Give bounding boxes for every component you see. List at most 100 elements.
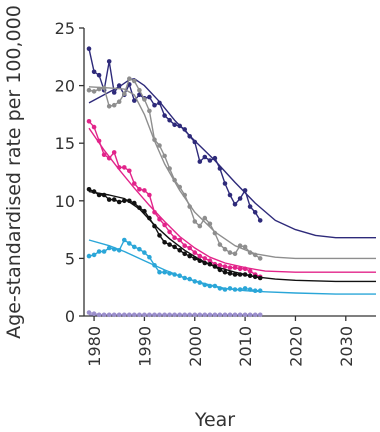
data-point [202,256,208,261]
data-point [116,99,122,104]
data-point [122,237,127,243]
data-point [132,200,137,206]
data-point [152,263,157,268]
data-point [132,98,137,103]
data-point [116,312,122,318]
observed-line [88,48,261,221]
data-point [147,108,152,114]
data-point [137,312,142,318]
y-tick-label: 10 [55,192,75,211]
data-point [187,276,192,282]
data-point [122,198,127,204]
x-tick-label: 2020 [286,326,305,367]
data-point [182,243,187,248]
data-point [247,204,253,209]
data-point [162,269,167,275]
data-point [207,258,213,264]
data-point [157,312,162,318]
x-tick-label: 1980 [85,326,104,367]
data-point [187,312,192,318]
data-point [207,283,213,289]
data-point [197,253,203,259]
data-point [152,223,157,229]
data-point [142,208,147,214]
data-point [187,253,192,259]
data-point [172,272,177,277]
data-point [237,312,243,318]
y-tick-label: 20 [55,77,75,96]
data-point [242,188,248,193]
data-point [142,312,147,318]
data-point [247,250,253,255]
data-point [167,242,172,247]
data-point [227,312,233,318]
data-point [96,312,102,318]
data-point [157,216,162,222]
data-point [227,286,233,291]
data-point [96,192,102,198]
data-point [101,192,107,198]
data-point [197,159,203,164]
data-point [152,137,157,142]
data-point [91,124,97,130]
data-point [172,312,177,318]
series-3 [86,187,376,283]
data-point [91,89,97,94]
data-point [86,310,92,315]
y-tick-label: 25 [55,19,75,38]
data-point [167,117,172,123]
data-point [237,266,243,272]
data-point [232,287,238,292]
data-point [137,187,142,192]
data-point [91,189,97,194]
data-point [212,155,218,161]
y-tick-label: 5 [65,249,75,268]
data-point [167,312,172,318]
data-point [182,192,187,198]
data-point [232,312,238,318]
data-point [182,251,187,257]
data-point [207,261,213,267]
data-point [227,250,233,255]
data-point [157,100,162,106]
data-point [197,223,203,229]
data-point [242,272,248,277]
data-point [252,288,258,294]
data-point [152,210,157,215]
data-point [106,59,112,64]
data-point [122,312,127,318]
data-point [187,204,192,209]
data-point [212,264,218,269]
data-point [242,312,248,318]
data-point [106,155,112,161]
y-axis-title: Age-standardised rate per 100,000 [3,5,25,339]
data-point [122,165,127,170]
data-point [257,288,263,294]
data-point [116,199,122,205]
data-point [237,196,243,201]
data-point [242,266,248,272]
data-point [192,279,198,284]
data-point [111,150,117,155]
data-point [197,280,203,285]
series-1 [86,76,376,261]
data-point [232,202,238,207]
y-axis-ticks: 0 5 10 15 20 25 [55,19,84,326]
data-point [192,250,198,255]
data-point [257,275,263,281]
data-point [96,138,102,144]
series-0 [86,46,376,239]
data-point [222,181,228,186]
data-point [111,246,117,252]
data-point [127,241,132,246]
data-point [167,166,172,171]
y-tick-label: 0 [65,307,75,326]
data-point [111,197,117,202]
data-point [222,287,228,292]
data-point [172,235,177,240]
data-point [152,312,157,318]
data-point [101,249,107,254]
data-point [197,312,203,318]
data-point [212,312,218,318]
data-point [91,69,97,75]
